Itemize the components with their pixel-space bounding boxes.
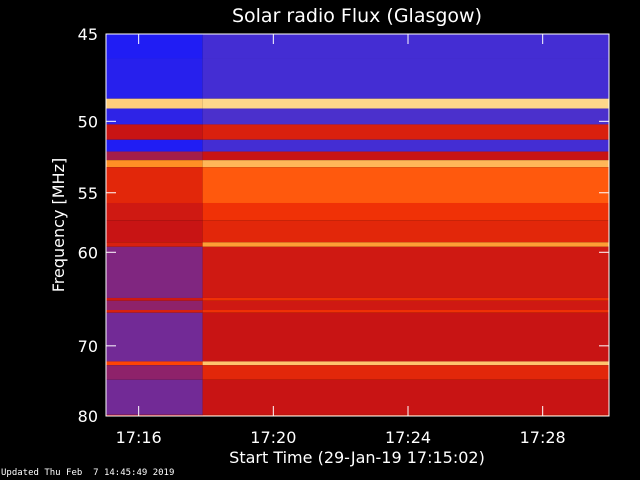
band-6-post-segment [202,151,609,161]
heatmap-area [106,34,609,416]
band-19-pre-segment [106,379,203,415]
x-axis-label-prefix: Start Time [229,448,312,467]
y-tick-label: 80 [78,407,98,426]
band-3-pre-segment [106,108,203,125]
band-4-post-segment [202,124,609,140]
band-12-pre-segment [106,246,203,298]
band-12-post-segment [202,246,609,298]
plot-frame [105,33,610,417]
band-0-pre-segment [106,34,203,59]
x-tick-label: 17:20 [250,428,296,447]
chart-title: Solar radio Flux (Glasgow) [232,5,482,27]
band-19-post-segment [202,379,609,415]
band-17-post-segment [202,361,609,366]
band-18-post-segment [202,365,609,380]
y-tick-label: 50 [78,112,98,131]
band-5-post-segment [202,139,609,152]
band-4-pre-segment [106,124,203,140]
band-7-post-segment [202,160,609,168]
band-10-pre-segment [106,220,203,243]
band-16-pre-segment [106,312,203,362]
x-tick-label: 17:24 [385,428,431,447]
x-tick-label: 17:16 [116,428,162,447]
band-5-pre-segment [106,139,203,152]
band-13-post-segment [202,297,609,301]
band-0-post-segment [202,34,609,59]
band-20-pre-segment [106,414,203,416]
band-2-pre-segment [106,98,203,109]
y-tick-label: 60 [78,243,98,262]
band-15-pre-segment [106,310,203,313]
band-16-post-segment [202,312,609,362]
band-1-post-segment [202,58,609,99]
band-8-post-segment [202,167,609,203]
y-tick-label: 55 [78,184,98,203]
band-15-post-segment [202,310,609,313]
band-20-post-segment [202,414,609,416]
x-axis-label: Start Time (29-Jan-19 17:15:02) [229,448,485,467]
band-14-pre-segment [106,300,203,311]
y-tick-label: 70 [78,337,98,356]
band-11-pre-segment [106,242,203,247]
band-18-pre-segment [106,365,203,380]
band-14-post-segment [202,300,609,311]
y-axis-label: Frequency [MHz] [49,158,68,292]
x-axis-start-time: (29-Jan-19 17:15:02) [318,448,485,467]
update-timestamp: Updated Thu Feb 7 14:45:49 2019 [1,468,175,478]
y-tick-label: 45 [78,25,98,44]
band-11-post-segment [202,242,609,247]
band-7-pre-segment [106,160,203,168]
band-2-post-segment [202,98,609,109]
band-9-post-segment [202,202,609,221]
band-1-pre-segment [106,58,203,99]
band-10-post-segment [202,220,609,243]
band-9-pre-segment [106,202,203,221]
band-17-pre-segment [106,361,203,366]
band-13-pre-segment [106,297,203,301]
x-tick-label: 17:28 [520,428,566,447]
band-8-pre-segment [106,167,203,203]
band-6-pre-segment [106,151,203,161]
band-3-post-segment [202,108,609,125]
